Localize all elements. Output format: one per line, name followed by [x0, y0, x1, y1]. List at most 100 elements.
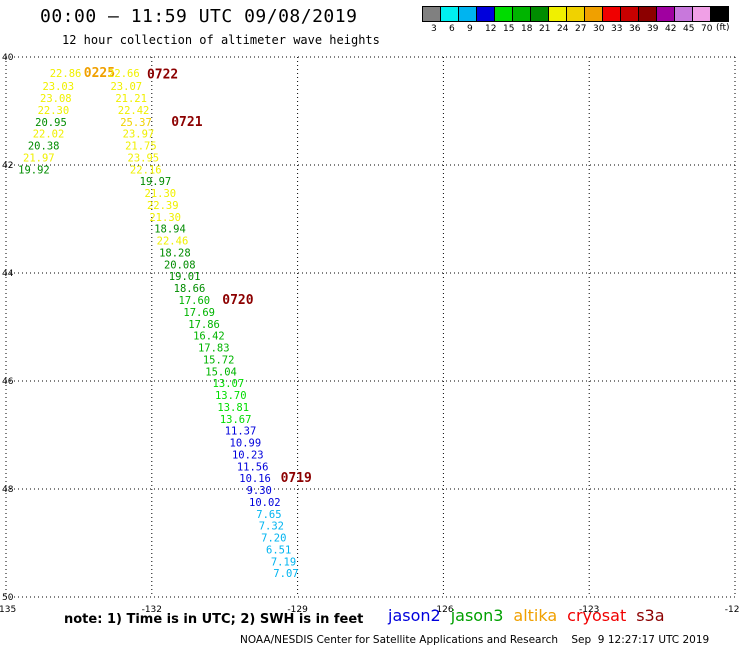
wave-height-label: 13.70: [215, 390, 247, 402]
wave-height-label: 20.08: [164, 259, 196, 271]
color-scale-label: 24: [557, 24, 569, 34]
axis-ticks: -135 -132 -129 -126 -123 -120 40 42 44 46 48 50: [0, 53, 740, 615]
wave-height-label: 22.42: [118, 105, 150, 117]
grid-lines: [5, 56, 736, 598]
x-tick-label: -126: [433, 605, 454, 615]
legend-item-jason2: jason2: [388, 606, 441, 625]
wave-height-label: 21.30: [149, 212, 181, 224]
wave-height-label: 15.72: [203, 354, 235, 366]
wave-height-label: 10.16: [239, 473, 271, 485]
wave-height-label: 22.46: [157, 236, 189, 248]
x-tick-label: -129: [287, 605, 308, 615]
y-tick-label: 48: [2, 485, 14, 495]
color-swatch: 30: [584, 6, 604, 34]
wave-height-label: 18.28: [159, 247, 191, 259]
wave-height-label: 9.30: [247, 485, 272, 497]
legend-item-jason3: jason3: [450, 606, 504, 625]
color-scale-label: 70: [701, 24, 713, 34]
time-label: 0720: [222, 293, 253, 308]
time-label: 0722: [147, 67, 178, 82]
wave-height-label: 19.01: [169, 271, 201, 283]
color-scale-label: 3: [431, 24, 437, 34]
wave-height-label: 19.92: [18, 164, 50, 176]
color-scale-legend: 3 6 9 12 15 18 21 24 27 30 33 36 39 42 45 70 (ft): [422, 6, 730, 34]
credits-line: NOAA/NESDIS Center for Satellite Applica…: [240, 634, 710, 646]
wave-height-label: 10.99: [230, 438, 262, 450]
wave-height-label: 20.38: [28, 141, 60, 153]
legend-item-altika: altika: [513, 606, 558, 625]
color-scale-label: 42: [665, 24, 677, 34]
wave-height-label: 21.30: [145, 188, 177, 200]
color-scale-label: 30: [593, 24, 605, 34]
wave-height-label: 23.97: [123, 129, 155, 141]
wave-height-label: 20.95: [35, 117, 67, 129]
wave-height-label: 22.30: [38, 105, 70, 117]
color-scale-label: 15: [503, 24, 515, 34]
wave-height-label: 11.56: [237, 461, 269, 473]
wave-height-label: 21.75: [125, 141, 157, 153]
color-swatch: 3: [422, 6, 441, 34]
satellite-legend: jason2 jason3 altika cryosat s3a: [388, 606, 675, 625]
time-label: 0225: [84, 66, 115, 81]
color-scale-label: 27: [575, 24, 587, 34]
wave-height-label: 22.39: [147, 200, 179, 212]
wave-height-label: 23.03: [42, 81, 74, 93]
wave-height-label: 23.07: [110, 81, 142, 93]
wave-height-label: 17.69: [183, 307, 215, 319]
y-tick-label: 50: [2, 593, 14, 603]
wave-height-label: 23.95: [128, 152, 160, 164]
wave-height-label: 7.07: [273, 568, 298, 580]
wave-height-label: 17.60: [179, 295, 211, 307]
wave-height-label: 7.20: [261, 533, 286, 545]
wave-height-label: 21.97: [23, 152, 55, 164]
y-tick-label: 46: [2, 377, 14, 387]
wave-height-label: 22.66: [108, 68, 140, 80]
y-tick-label: 42: [2, 161, 13, 171]
color-swatch: 15: [494, 6, 514, 34]
x-tick-label: -123: [579, 605, 599, 615]
wave-height-label: 18.66: [174, 283, 206, 295]
wave-height-label: 13.07: [213, 378, 245, 390]
wave-height-label: 10.02: [249, 497, 281, 509]
color-swatch: 45: [674, 6, 694, 34]
chart-title: 00:00 – 11:59 UTC 09/08/2019: [40, 6, 358, 27]
wave-height-label: 21.21: [115, 93, 147, 105]
color-scale-label: 12: [485, 24, 497, 34]
color-scale-label: 9: [467, 24, 473, 34]
wave-height-label: 17.86: [188, 319, 220, 331]
color-scale-label: 45: [683, 24, 695, 34]
legend-item-s3a: s3a: [636, 606, 665, 625]
wave-height-label: 6.51: [266, 544, 291, 556]
x-tick-label: -120: [725, 605, 740, 615]
color-scale-label: 18: [521, 24, 533, 34]
wave-height-label: 16.42: [193, 331, 225, 343]
legend-item-cryosat: cryosat: [567, 606, 627, 625]
color-scale-label: 21: [539, 24, 551, 34]
color-scale-label: 39: [647, 24, 659, 34]
wave-height-label: 22.02: [33, 129, 65, 141]
x-tick-label: -132: [142, 605, 162, 615]
wave-height-label: 7.32: [259, 521, 284, 533]
y-tick-label: 40: [2, 53, 14, 63]
wave-height-label: 18.94: [154, 224, 186, 236]
color-scale-label: 36: [629, 24, 641, 34]
wave-height-label: 23.08: [40, 93, 72, 105]
wave-height-label: 15.04: [205, 366, 237, 378]
time-label: 0721: [171, 115, 202, 130]
wave-height-label: 10.23: [232, 449, 264, 461]
color-swatch: 24: [548, 6, 568, 34]
chart-subtitle: 12 hour collection of altimeter wave hei…: [62, 33, 380, 47]
wave-height-label: 7.65: [256, 509, 281, 521]
wave-height-label: 22.86: [50, 68, 82, 80]
wave-height-label: 7.19: [271, 556, 296, 568]
wave-height-label: 22.16: [130, 164, 162, 176]
wave-height-label: 13.81: [217, 402, 249, 414]
wave-height-label: 25.37: [120, 117, 152, 129]
y-tick-label: 44: [2, 269, 14, 279]
color-scale-unit: (ft): [716, 23, 730, 33]
time-label: 0719: [281, 471, 312, 486]
wave-height-label: 11.37: [225, 426, 257, 438]
wave-height-label: 19.97: [140, 176, 172, 188]
